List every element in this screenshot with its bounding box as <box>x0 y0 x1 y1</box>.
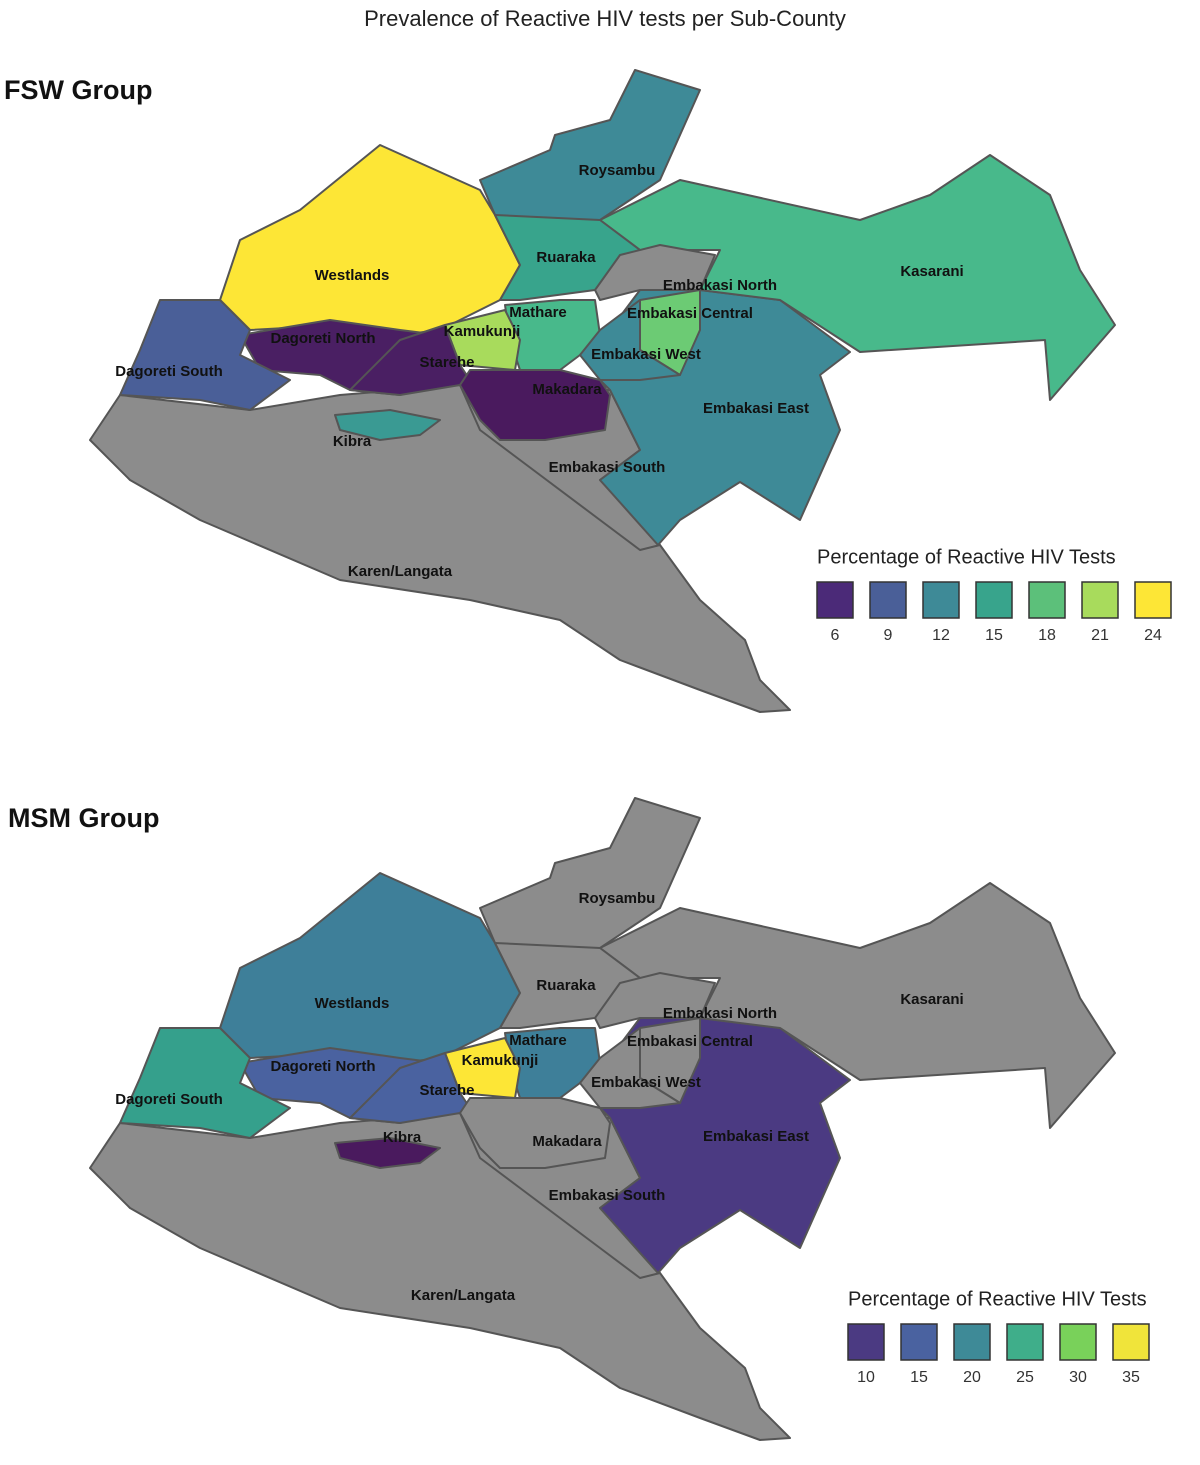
legend-swatch <box>1112 1323 1150 1361</box>
region <box>599 154 1116 401</box>
region-label: Embakasi South <box>549 1187 666 1204</box>
region-label: Roysambu <box>579 162 656 179</box>
legend-swatch <box>953 1323 991 1361</box>
region-label: Makadara <box>532 1133 602 1150</box>
region-label: Starehe <box>419 1082 474 1099</box>
region <box>599 882 1116 1129</box>
legend-tick-label: 9 <box>884 627 893 644</box>
region-label: Karen/Langata <box>411 1287 516 1304</box>
legend-title: Percentage of Reactive HIV Tests <box>817 546 1116 568</box>
region-label: Ruaraka <box>536 249 596 266</box>
panel-title: FSW Group <box>4 75 152 105</box>
region-label: Roysambu <box>579 890 656 907</box>
legend-swatch <box>1081 581 1119 619</box>
legend-tick-label: 10 <box>857 1369 875 1386</box>
region-label: Westlands <box>315 267 390 284</box>
region-label: Makadara <box>532 381 602 398</box>
legend-swatch <box>1059 1323 1097 1361</box>
legend-swatch <box>1028 581 1066 619</box>
region-label: Ruaraka <box>536 977 596 994</box>
legend-tick-label: 20 <box>963 1369 981 1386</box>
region-label: Kasarani <box>900 263 963 280</box>
region-label: Embakasi East <box>703 400 809 417</box>
region-label: Karen/Langata <box>348 563 453 580</box>
legend-tick-label: 35 <box>1122 1369 1140 1386</box>
panel-title: MSM Group <box>8 803 159 833</box>
legend-swatch <box>1006 1323 1044 1361</box>
region <box>334 409 441 441</box>
region-label: Westlands <box>315 995 390 1012</box>
region <box>334 1137 441 1169</box>
legend-tick-label: 6 <box>831 627 840 644</box>
legend-swatch <box>900 1323 938 1361</box>
region-label: Kasarani <box>900 991 963 1008</box>
region-label: Embakasi North <box>663 1005 777 1022</box>
region-label: Embakasi North <box>663 277 777 294</box>
region <box>594 972 716 1029</box>
map-panel: Karen/Langata Embakasi South Embakasi East… <box>89 69 1116 713</box>
region-label: Dagoreti North <box>271 330 376 347</box>
legend-swatch <box>847 1323 885 1361</box>
region-label: Embakasi West <box>591 1074 701 1091</box>
legend-tick-label: 18 <box>1038 627 1056 644</box>
region <box>594 244 716 301</box>
region-label: Mathare <box>509 304 567 321</box>
region-label: Kamukunji <box>462 1052 539 1069</box>
legend-tick-label: 24 <box>1144 627 1162 644</box>
legend-tick-label: 25 <box>1016 1369 1034 1386</box>
region-label: Embakasi East <box>703 1128 809 1145</box>
legend-swatch <box>1134 581 1172 619</box>
legend-tick-label: 21 <box>1091 627 1109 644</box>
region <box>119 1027 291 1139</box>
legend-swatch <box>869 581 907 619</box>
region <box>459 1097 611 1169</box>
region-label: Dagoreti South <box>115 363 223 380</box>
region <box>219 144 521 336</box>
region-label: Embakasi Central <box>627 305 753 322</box>
legend-tick-label: 15 <box>985 627 1003 644</box>
region-label: Mathare <box>509 1032 567 1049</box>
region-label: Kibra <box>333 433 372 450</box>
legend-swatch <box>975 581 1013 619</box>
region <box>119 299 291 411</box>
legend-tick-label: 15 <box>910 1369 928 1386</box>
region-label: Dagoreti South <box>115 1091 223 1108</box>
legend-tick-label: 12 <box>932 627 950 644</box>
region-label: Dagoreti North <box>271 1058 376 1075</box>
map-panel: Karen/Langata Embakasi South Embakasi East… <box>89 797 1116 1441</box>
legend-tick-label: 30 <box>1069 1369 1087 1386</box>
region <box>219 872 521 1064</box>
figure-title: Prevalence of Reactive HIV tests per Sub… <box>364 6 846 31</box>
legend-swatch <box>922 581 960 619</box>
region-label: Embakasi West <box>591 346 701 363</box>
region-label: Kibra <box>383 1129 422 1146</box>
region <box>579 299 681 381</box>
region <box>459 369 611 441</box>
region-label: Kamukunji <box>444 323 521 340</box>
legend-title: Percentage of Reactive HIV Tests <box>848 1288 1147 1310</box>
region-label: Embakasi Central <box>627 1033 753 1050</box>
region <box>579 1027 681 1109</box>
region-label: Starehe <box>419 354 474 371</box>
region-label: Embakasi South <box>549 459 666 476</box>
legend-swatch <box>816 581 854 619</box>
